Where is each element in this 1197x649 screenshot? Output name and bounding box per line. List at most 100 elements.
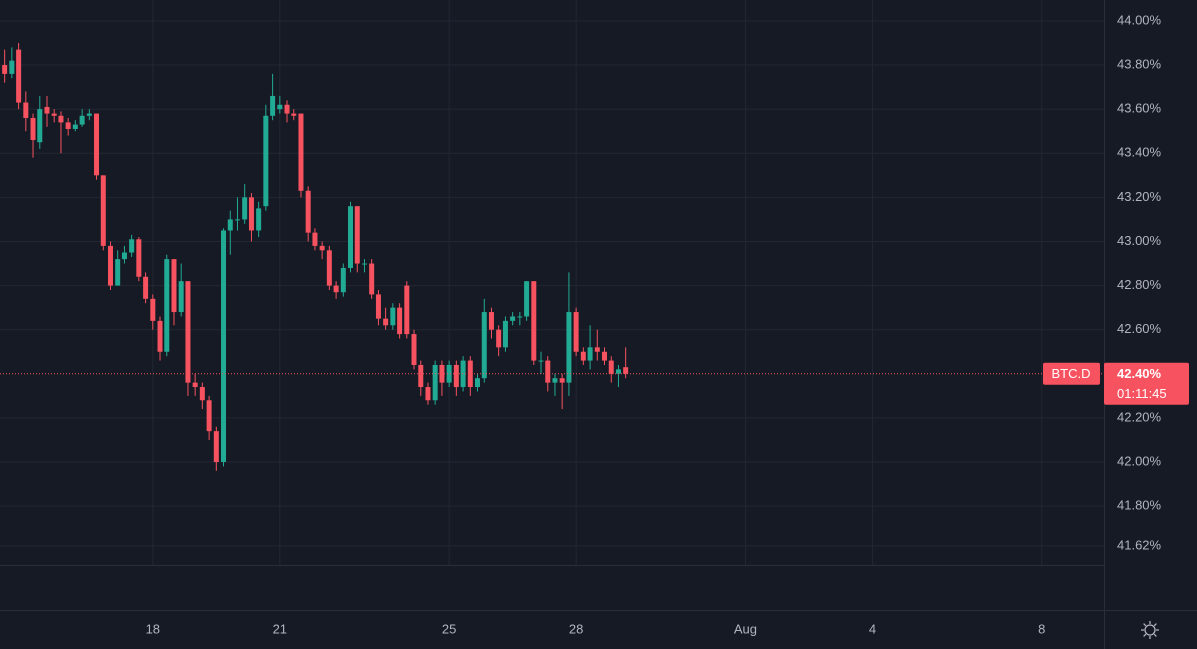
candle-body: [467, 360, 473, 388]
candle-body: [277, 104, 283, 110]
x-tick-label: 21: [273, 621, 287, 636]
candle-body: [496, 329, 502, 348]
candle-body: [453, 364, 459, 388]
candle-body: [573, 312, 579, 352]
candle-body: [369, 263, 375, 295]
candle-body: [594, 347, 600, 352]
symbol-label: BTC.D: [1052, 366, 1091, 381]
candle-body: [404, 285, 410, 335]
candle-body: [157, 320, 163, 352]
y-tick-label: 42.60%: [1117, 321, 1162, 336]
candle-body: [164, 259, 170, 352]
y-tick-label: 43.60%: [1117, 101, 1162, 116]
candle-body: [397, 307, 403, 335]
candle-body: [481, 312, 487, 379]
candle-body: [213, 431, 219, 463]
candle-body: [312, 232, 318, 246]
grid: [0, 0, 1104, 565]
candle-body: [340, 267, 346, 293]
price-label: 42.40%: [1117, 366, 1162, 381]
candle-body: [65, 122, 71, 130]
candle-body: [129, 239, 135, 253]
y-tick-label: 43.20%: [1117, 189, 1162, 204]
candle-body: [361, 263, 367, 265]
candle-body: [51, 113, 57, 116]
candle-body: [411, 334, 417, 365]
candle-body: [178, 281, 184, 313]
candle-body: [298, 113, 304, 191]
candle-body: [354, 206, 360, 264]
candle-body: [517, 316, 523, 318]
candle-body: [248, 197, 254, 231]
y-tick-label: 43.40%: [1117, 145, 1162, 160]
y-tick-label: 43.80%: [1117, 56, 1162, 71]
candle-body: [488, 312, 494, 330]
candle-body: [538, 360, 544, 362]
candle-body: [615, 369, 621, 374]
candle-body: [171, 259, 177, 313]
candle-body: [100, 175, 106, 246]
candle-body: [510, 316, 516, 321]
candle-body: [608, 360, 614, 374]
y-tick-label: 41.62%: [1117, 537, 1162, 552]
candle-body: [425, 387, 431, 401]
x-tick-label: 28: [569, 621, 583, 636]
candle-body: [460, 360, 466, 388]
candle-body: [474, 378, 480, 388]
symbol-label-box: [1043, 362, 1100, 385]
axes: 44.00% 43.80% 43.60% 43.40% 43.20% 43.00% 42.8…: [146, 12, 1162, 636]
candle-body: [580, 351, 586, 361]
candle-body: [44, 106, 50, 114]
candle-body: [587, 347, 593, 361]
candle-body: [623, 367, 629, 374]
candle-body: [284, 104, 290, 114]
gear-teeth[interactable]: [1141, 621, 1159, 639]
gear-ring[interactable]: [1144, 624, 1156, 636]
candle-body: [79, 115, 85, 125]
candle-body: [333, 285, 339, 293]
candle-body: [72, 124, 78, 130]
candle-body: [227, 219, 233, 231]
candle-body: [502, 320, 508, 348]
candle-body: [23, 102, 29, 118]
candle-body: [94, 113, 100, 176]
candle-body: [270, 95, 276, 116]
candle-body: [432, 364, 438, 401]
x-tick-label: 4: [869, 621, 876, 636]
candle-body: [601, 351, 607, 361]
candles: [2, 43, 629, 471]
candle-body: [58, 115, 64, 123]
candle-body: [242, 197, 248, 220]
candle-body: [143, 276, 149, 299]
candle-body: [319, 245, 325, 251]
settings-icon[interactable]: [1141, 621, 1159, 639]
candle-body: [9, 60, 15, 74]
candle-body: [566, 312, 572, 383]
candle-body: [206, 400, 212, 432]
candle-body: [192, 382, 198, 388]
candle-body: [418, 364, 424, 388]
y-tick-label: 42.20%: [1117, 409, 1162, 424]
candle-body: [383, 318, 389, 326]
candle-body: [30, 117, 36, 141]
y-tick-label: 42.80%: [1117, 277, 1162, 292]
price-label-box: [1104, 362, 1189, 405]
candle-body: [16, 49, 22, 103]
y-tick-label: 42.00%: [1117, 453, 1162, 468]
candle-body: [221, 230, 227, 463]
candle-body: [291, 113, 297, 116]
candle-body: [390, 307, 396, 326]
candle-body: [86, 113, 92, 116]
x-tick-label: Aug: [734, 621, 757, 636]
candle-body: [115, 259, 121, 286]
x-tick-label: 18: [146, 621, 160, 636]
candle-body: [559, 378, 565, 383]
candle-body: [524, 281, 530, 317]
candle-body: [234, 219, 240, 221]
y-tick-label: 44.00%: [1117, 12, 1162, 27]
candle-body: [136, 239, 142, 277]
candle-body: [326, 250, 332, 286]
candle-body: [2, 65, 8, 74]
